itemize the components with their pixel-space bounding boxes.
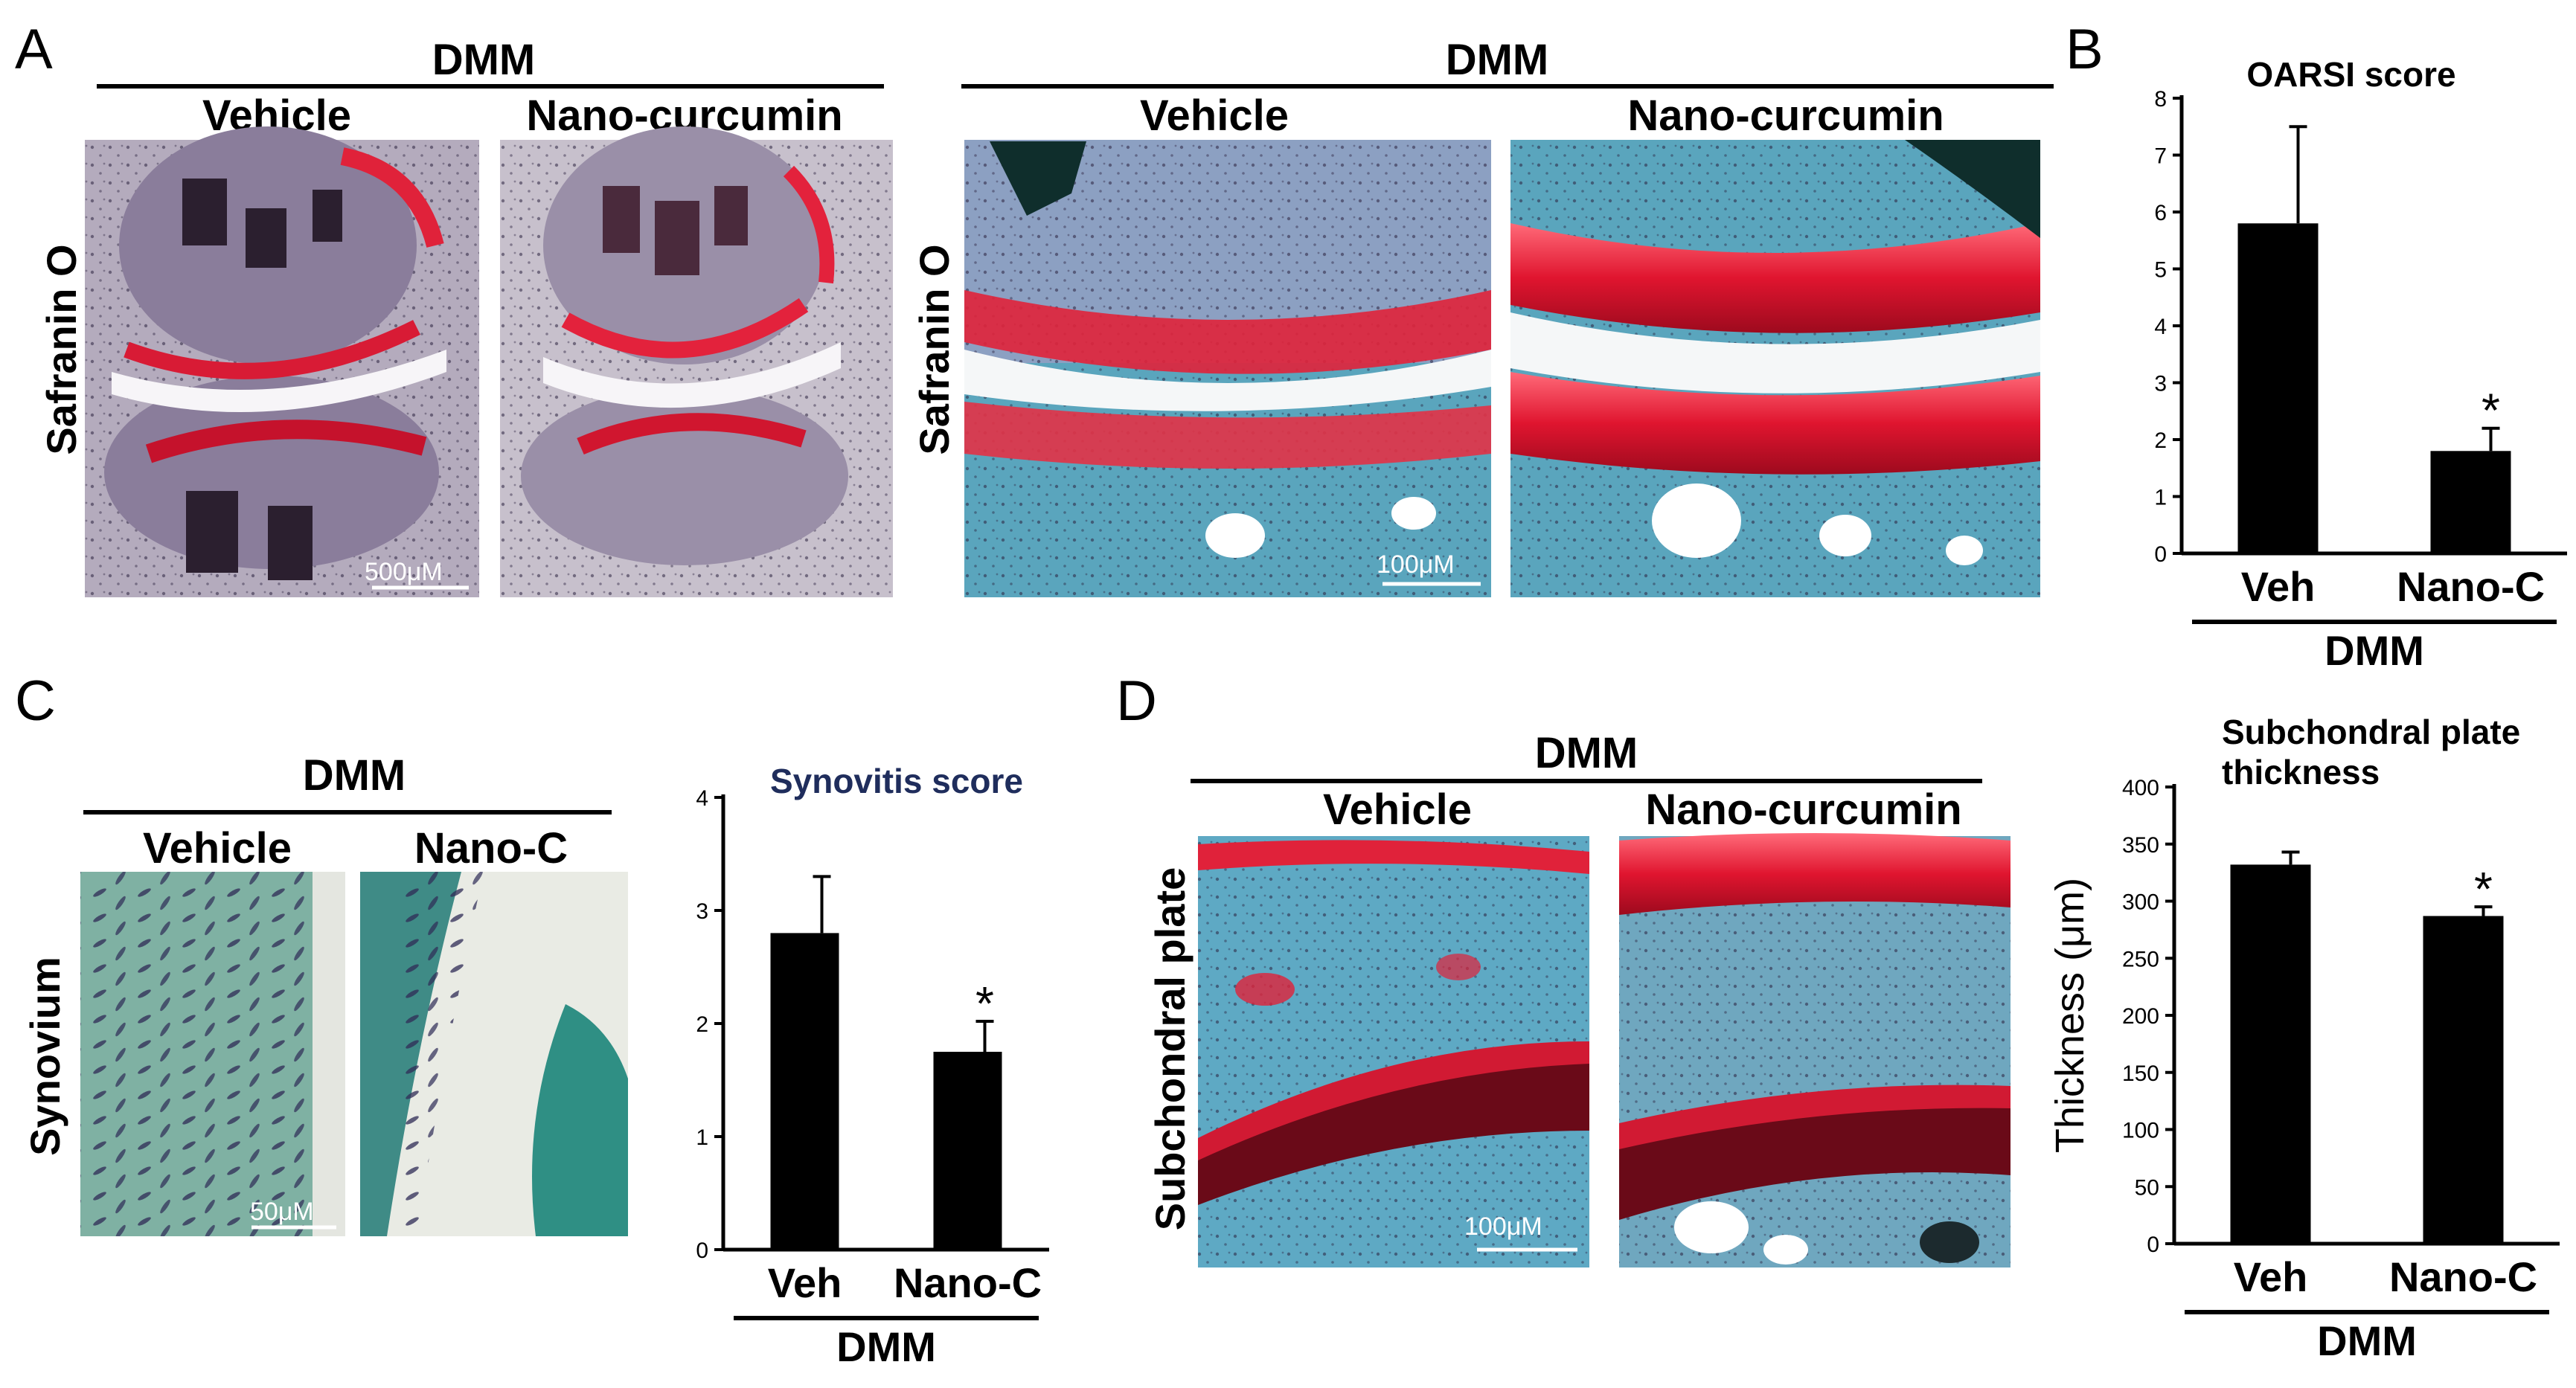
group-label-synovitis: DMM [836, 1323, 936, 1370]
y-tick-label-oarsi: 7 [2154, 144, 2167, 169]
y-tick-label-subchondral: 100 [2122, 1119, 2159, 1143]
y-tick-label-oarsi: 2 [2154, 428, 2167, 453]
y-tick-label-subchondral: 200 [2122, 1004, 2159, 1029]
y-tick-label-oarsi: 1 [2154, 486, 2167, 510]
y-axis-label-subchondral: Thickness (μm) [2048, 878, 2092, 1153]
scale-label-a-left: 500μM [365, 558, 443, 586]
micrograph-a-vehicle-cartilage: 100μM [964, 140, 1491, 597]
y-tick-label-oarsi: 6 [2154, 201, 2167, 225]
panel-a-right-header: DMM [1446, 36, 1549, 84]
micrograph-a-nano-cartilage [1510, 140, 2040, 597]
y-tick-label-subchondral: 150 [2122, 1061, 2159, 1086]
category-label-synovitis-1: Nano-C [894, 1259, 1042, 1306]
significance-mark-synovitis: * [975, 977, 994, 1030]
scale-label-c: 50μM [250, 1198, 314, 1226]
y-tick-label-subchondral: 0 [2147, 1233, 2159, 1257]
y-tick-label-oarsi: 0 [2154, 542, 2167, 567]
bar-synovitis-1 [933, 1052, 1002, 1250]
category-label-oarsi-1: Nano-C [2397, 563, 2545, 610]
panel-a-right-col2: Nano-curcumin [1627, 91, 1944, 140]
panel-letter-a: A [15, 18, 53, 81]
y-tick-label-oarsi: 8 [2154, 87, 2167, 112]
y-tick-label-oarsi: 4 [2154, 315, 2167, 339]
bar-oarsi-0 [2237, 223, 2319, 553]
micrograph-c-nano-synovium [360, 872, 628, 1236]
panel-a-right-col1: Vehicle [1140, 91, 1289, 140]
panel-c-col2: Nano-C [414, 824, 568, 873]
panel-letter-b: B [2066, 18, 2104, 81]
panel-letter-d: D [1116, 669, 1157, 733]
bar-subchondral-0 [2230, 864, 2311, 1244]
bar-oarsi-1 [2430, 451, 2511, 553]
y-tick-label-subchondral: 400 [2122, 776, 2159, 800]
panel-d-col1: Vehicle [1323, 785, 1472, 834]
category-label-oarsi-0: Veh [2241, 563, 2316, 610]
micrograph-d-vehicle-subchondral: 100μM [1198, 836, 1589, 1267]
chart-title-synovitis: Synovitis score [770, 762, 1023, 800]
category-label-synovitis-0: Veh [768, 1259, 842, 1306]
significance-mark-subchondral: * [2474, 862, 2493, 916]
scale-label-a-right: 100μM [1377, 550, 1455, 579]
y-tick-label-subchondral: 50 [2135, 1175, 2159, 1200]
panel-d-header: DMM [1535, 729, 1638, 777]
micrograph-d-nano-subchondral [1619, 833, 2011, 1267]
y-tick-label-synovitis: 0 [696, 1238, 708, 1263]
category-label-subchondral-0: Veh [2234, 1253, 2308, 1300]
chart-synovitis: Synovitis score 0 1 2 3 4 Veh * Nano-C DMM [696, 762, 1049, 1370]
panel-a-left-side-label: Safranin O [38, 244, 85, 454]
panel-c-header: DMM [303, 751, 406, 800]
bar-subchondral-1 [2423, 916, 2504, 1244]
panel-a-left-header: DMM [432, 36, 536, 84]
y-tick-label-oarsi: 5 [2154, 258, 2167, 283]
panel-d-col2: Nano-curcumin [1645, 785, 1961, 834]
y-tick-label-synovitis: 1 [696, 1125, 708, 1150]
y-tick-label-synovitis: 2 [696, 1012, 708, 1037]
category-label-subchondral-1: Nano-C [2389, 1253, 2537, 1300]
y-tick-label-synovitis: 4 [696, 786, 708, 811]
y-tick-label-oarsi: 3 [2154, 372, 2167, 396]
panel-a-right-side-label: Safranin O [911, 244, 958, 454]
y-tick-label-subchondral: 300 [2122, 890, 2159, 915]
scale-label-d: 100μM [1464, 1212, 1542, 1241]
chart-title-subchondral: thickness [2222, 753, 2380, 791]
group-label-subchondral: DMM [2317, 1317, 2417, 1364]
micrograph-c-vehicle-synovium: 50μM [80, 872, 345, 1236]
panel-d-side-label: Subchondral plate [1147, 867, 1194, 1231]
panel-letter-c: C [15, 669, 56, 733]
panel-c-side-label: Synovium [22, 957, 68, 1156]
y-tick-label-synovitis: 3 [696, 899, 708, 924]
y-tick-label-subchondral: 250 [2122, 947, 2159, 971]
chart-title-subchondral: Subchondral plate [2222, 713, 2520, 751]
panel-c-col1: Vehicle [143, 824, 292, 873]
chart-title-oarsi: OARSI score [2246, 55, 2455, 94]
bar-synovitis-0 [770, 933, 839, 1250]
group-label-oarsi: DMM [2325, 627, 2424, 674]
micrograph-a-nano-knee [500, 126, 893, 597]
significance-mark-oarsi: * [2482, 384, 2500, 437]
micrograph-a-vehicle-knee: 500μM [85, 126, 479, 597]
y-tick-label-subchondral: 350 [2122, 833, 2159, 858]
chart-oarsi: OARSI score 0 1 2 3 4 5 6 7 8 Veh * Nano-C DMM [2154, 55, 2567, 674]
